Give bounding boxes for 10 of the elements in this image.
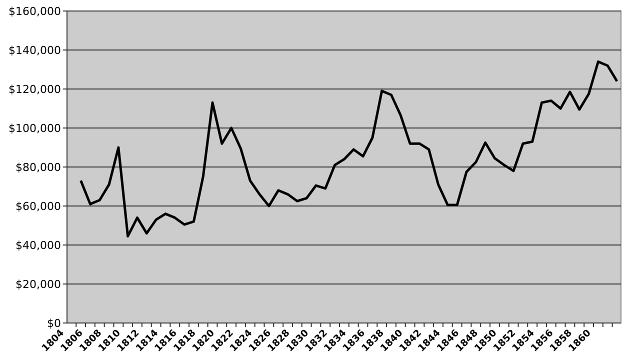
y-tick-label: $40,000	[16, 238, 61, 252]
y-tick-label: $0	[47, 316, 61, 330]
y-tick-label: $160,000	[8, 4, 61, 18]
y-tick-label: $20,000	[16, 278, 61, 291]
y-tick-label: $100,000	[8, 122, 61, 135]
y-tick-label: $120,000	[8, 82, 61, 96]
y-tick-label: $80,000	[16, 160, 61, 174]
y-tick-label: $140,000	[8, 44, 61, 57]
y-tick-label: $60,000	[16, 200, 61, 213]
line-series	[80, 60, 618, 238]
